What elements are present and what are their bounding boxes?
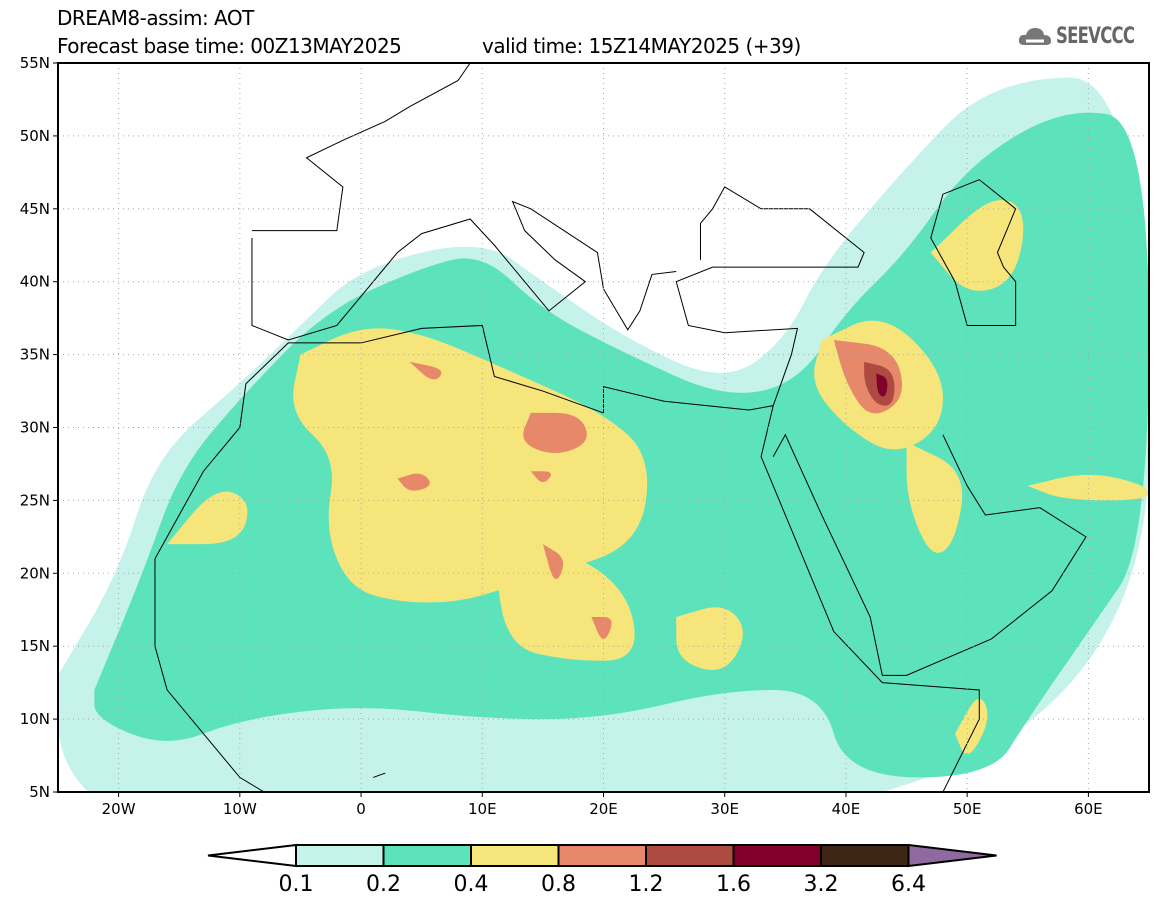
lon-label: 30E xyxy=(710,800,739,818)
coastline xyxy=(760,405,980,792)
aot-0.8-1.2 xyxy=(542,544,564,580)
lat-label: 55N xyxy=(20,54,50,72)
colorbar-lower-arrow xyxy=(207,843,297,868)
colorbar-label: 0.8 xyxy=(541,872,576,897)
map-layers xyxy=(58,63,1149,792)
lat-label: 30N xyxy=(20,419,50,437)
aot-0.8-1.2 xyxy=(530,471,551,483)
aot-0.8-1.2 xyxy=(591,617,612,639)
aot-0.8-1.2 xyxy=(523,412,587,454)
lat-label: 35N xyxy=(20,346,50,364)
coastline xyxy=(251,200,677,341)
valid-time: valid time: 15Z14MAY2025 (+39) xyxy=(482,34,801,58)
aot-0.4-0.8 xyxy=(676,607,743,670)
lat-label: 50N xyxy=(20,127,50,145)
logo-text: SEEVCCC xyxy=(1056,24,1135,49)
lat-label: 45N xyxy=(20,200,50,218)
coastline xyxy=(154,186,865,647)
lat-label: 20N xyxy=(20,564,50,582)
lat-label: 15N xyxy=(20,637,50,655)
colorbar-segment xyxy=(820,844,910,867)
colorbar-label: 3.2 xyxy=(804,872,839,897)
aot-0.4-0.8 xyxy=(167,491,248,545)
coastline xyxy=(154,646,265,792)
cloud-icon xyxy=(1018,27,1051,45)
map-title: DREAM8-assim: AOT xyxy=(57,6,254,30)
colorbar-label: 0.2 xyxy=(366,872,401,897)
lat-label: 10N xyxy=(20,710,50,728)
lon-label: 20E xyxy=(589,800,618,818)
colorbar-segment xyxy=(470,844,560,867)
colorbar-segment xyxy=(295,844,385,867)
aot-0.8-1.2 xyxy=(409,361,442,380)
colorbar-segment xyxy=(645,844,735,867)
lon-label: 0 xyxy=(356,800,366,818)
aot-0.4-0.8 xyxy=(930,200,1024,291)
colorbar-segment xyxy=(732,844,822,867)
lon-label: 10E xyxy=(468,800,497,818)
lon-label: 50E xyxy=(953,800,982,818)
colorbar-upper-arrow xyxy=(907,843,997,868)
colorbar-label: 0.1 xyxy=(279,872,314,897)
colorbar-label: 6.4 xyxy=(891,872,926,897)
aot-0.4-0.8 xyxy=(906,442,963,553)
colorbar-label: 1.6 xyxy=(716,872,751,897)
colorbar-label: 1.2 xyxy=(629,872,664,897)
coastline xyxy=(772,433,1087,676)
coastline xyxy=(373,772,386,778)
seevccc-logo: SEEVCCC xyxy=(1018,24,1160,49)
forecast-base-time: Forecast base time: 00Z13MAY2025 xyxy=(57,34,402,58)
colorbar-label: 0.4 xyxy=(454,872,489,897)
colorbar-segment xyxy=(382,844,472,867)
aot-0.4-0.8 xyxy=(1027,474,1149,501)
coastline xyxy=(251,63,471,232)
coastline xyxy=(930,179,1017,326)
aot-0.8-1.2 xyxy=(397,473,430,491)
lon-label: 10W xyxy=(223,800,257,818)
lat-label: 40N xyxy=(20,273,50,291)
colorbar-segment xyxy=(557,844,647,867)
lon-label: 40E xyxy=(832,800,861,818)
lat-label: 25N xyxy=(20,491,50,509)
lon-label: 60E xyxy=(1074,800,1103,818)
lon-label: 20W xyxy=(102,800,136,818)
lat-label: 5N xyxy=(29,783,50,801)
aot-1.6-3.2 xyxy=(876,373,888,397)
